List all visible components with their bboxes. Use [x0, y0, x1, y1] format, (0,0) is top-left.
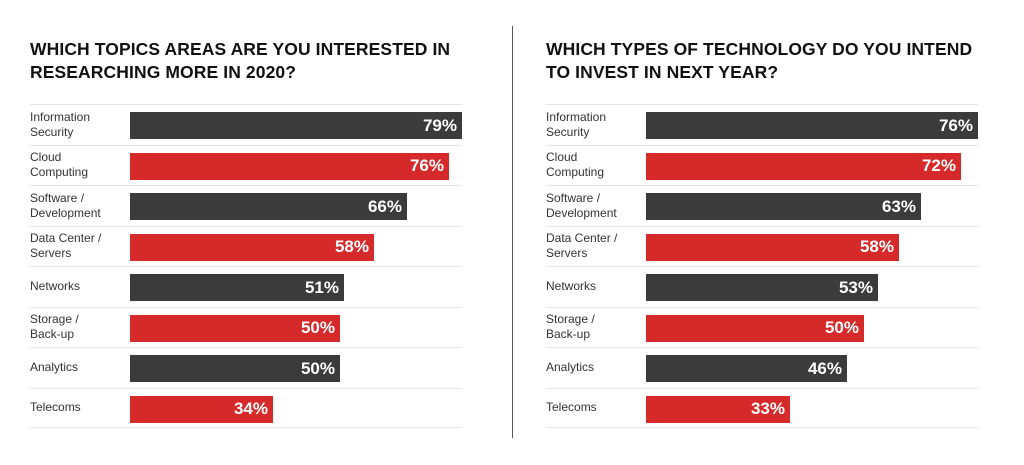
bar-row: Networks 53% [546, 266, 978, 307]
bar-rows: Information Security 79% Cloud Computing 76… [30, 104, 462, 428]
bar-track: 50% [130, 314, 462, 342]
category-label: Information Security [546, 109, 607, 139]
bar-track: 50% [646, 314, 978, 342]
value-label: 79% [422, 115, 457, 135]
chart-left: WHICH TOPICS AREAS ARE YOU INTERESTED IN… [30, 0, 476, 465]
category-label: Storage / Back-up [546, 312, 595, 342]
bar: 72% [646, 152, 961, 180]
value-label: 34% [233, 399, 268, 418]
panel-divider [512, 26, 513, 438]
bar: 58% [646, 233, 899, 261]
value-label: 33% [750, 399, 785, 418]
value-label: 50% [300, 358, 335, 378]
bar-row: Analytics 46% [546, 347, 978, 388]
bar: 50% [130, 314, 340, 342]
bar: 76% [646, 112, 978, 139]
value-label: 46% [807, 358, 842, 378]
bar-row: Storage / Back-up 50% [546, 306, 978, 348]
category-label: Analytics [30, 360, 79, 375]
bar-row: Software / Development 63% [546, 185, 978, 226]
bar-track: 63% [646, 193, 978, 220]
bar-row: Data Center / Servers 58% [30, 225, 462, 267]
bar-track: 66% [130, 193, 462, 220]
bar: 50% [130, 355, 340, 382]
bar: 33% [646, 395, 790, 423]
bar-track: 58% [130, 233, 462, 261]
category-label: Information Security [30, 109, 91, 139]
bar-row: Information Security 76% [546, 104, 978, 145]
bar: 53% [646, 274, 878, 301]
bar: 51% [130, 274, 344, 301]
bar-track: 72% [646, 152, 978, 180]
chart-title: WHICH TOPICS AREAS ARE YOU INTERESTED IN… [30, 39, 451, 82]
bar-row: Networks 51% [30, 266, 462, 307]
bar-track: 33% [646, 395, 978, 423]
bar-track: 46% [646, 355, 978, 382]
category-label: Software / Development [30, 190, 101, 220]
bar-row: Cloud Computing 72% [546, 144, 978, 186]
bar: 58% [130, 233, 374, 261]
value-label: 76% [409, 156, 444, 175]
bar-track: 79% [130, 112, 462, 139]
bar-row: Telecoms 33% [546, 387, 978, 428]
bar: 46% [646, 355, 847, 382]
category-label: Networks [30, 279, 81, 294]
bar-track: 58% [646, 233, 978, 261]
bar: 76% [130, 152, 449, 180]
bar: 66% [130, 193, 407, 220]
bar: 79% [130, 112, 462, 139]
bar: 50% [646, 314, 864, 342]
category-label: Storage / Back-up [30, 312, 79, 342]
value-label: 58% [334, 237, 369, 256]
bar-row: Telecoms 34% [30, 387, 462, 428]
value-label: 72% [921, 156, 956, 175]
value-label: 76% [938, 115, 973, 135]
bar-track: 50% [130, 355, 462, 382]
bar-row: Data Center / Servers 58% [546, 225, 978, 267]
bar: 63% [646, 193, 921, 220]
bar-track: 76% [646, 112, 978, 139]
chart-right: WHICH TYPES OF TECHNOLOGY DO YOU INTEND … [546, 0, 992, 465]
value-label: 50% [824, 318, 859, 337]
bar-track: 51% [130, 274, 462, 301]
bar-track: 34% [130, 395, 462, 423]
category-label: Telecoms [546, 400, 597, 415]
bar-rows: Information Security 76% Cloud Computing 72… [546, 104, 978, 428]
value-label: 53% [838, 277, 873, 297]
category-label: Data Center / Servers [546, 231, 618, 261]
category-label: Analytics [546, 360, 595, 375]
value-label: 51% [304, 277, 339, 297]
bar-row: Cloud Computing 76% [30, 144, 462, 186]
value-label: 58% [859, 237, 894, 256]
bar-track: 76% [130, 152, 462, 180]
bar-row: Software / Development 66% [30, 185, 462, 226]
value-label: 50% [300, 318, 335, 337]
bar-row: Analytics 50% [30, 347, 462, 388]
category-label: Data Center / Servers [30, 231, 102, 261]
chart-title: WHICH TYPES OF TECHNOLOGY DO YOU INTEND … [546, 39, 973, 82]
category-label: Software / Development [546, 190, 617, 220]
value-label: 66% [367, 196, 402, 216]
category-label: Networks [546, 279, 597, 294]
category-label: Cloud Computing [546, 150, 605, 180]
bar-row: Information Security 79% [30, 104, 462, 145]
value-label: 63% [881, 196, 916, 216]
bar-track: 53% [646, 274, 978, 301]
category-label: Cloud Computing [30, 150, 89, 180]
bar: 34% [130, 395, 273, 423]
category-label: Telecoms [30, 400, 81, 415]
bar-row: Storage / Back-up 50% [30, 306, 462, 348]
